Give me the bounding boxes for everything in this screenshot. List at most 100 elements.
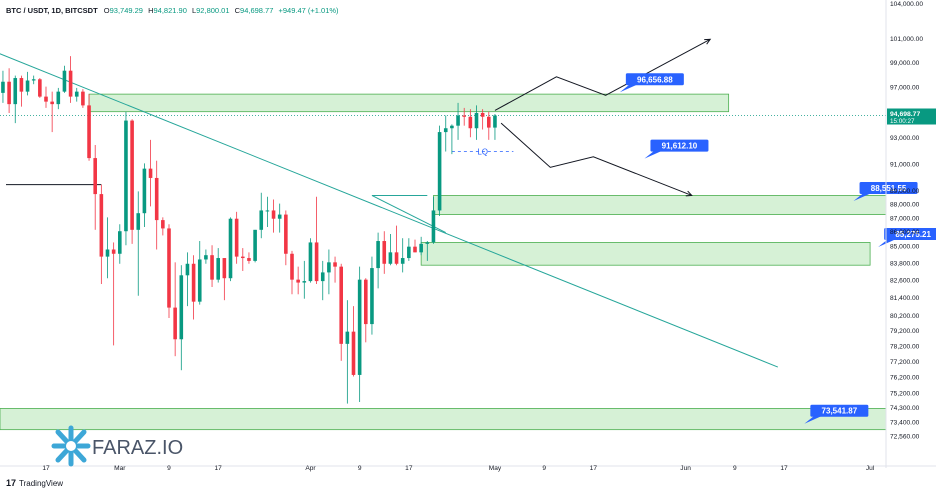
price-axis[interactable]: 104,000.00101,000.0099,000.0097,000.0095…: [885, 0, 936, 468]
candle-body: [185, 263, 190, 276]
candle: [333, 256, 337, 283]
candle-body: [179, 275, 184, 340]
tradingview-brand[interactable]: TradingView: [19, 479, 64, 488]
time-tick-label: May: [489, 465, 502, 472]
price-tick-label: 73,400.00: [890, 419, 920, 426]
candle: [81, 89, 85, 108]
candle-body: [87, 105, 91, 159]
candle-body: [31, 79, 36, 81]
candle: [216, 248, 220, 283]
price-tick-label: 93,000.00: [890, 135, 920, 142]
candle-body: [431, 210, 436, 243]
candle: [394, 225, 399, 266]
candle: [277, 203, 282, 233]
high-label: H: [148, 6, 154, 15]
candle: [407, 238, 411, 261]
candle: [111, 242, 116, 346]
candle: [31, 75, 36, 85]
low-label: L: [191, 6, 197, 15]
candle: [468, 109, 473, 138]
candle: [462, 107, 466, 126]
candle-body: [370, 268, 374, 325]
price-tick-label: 97,000.00: [890, 85, 920, 92]
demand-zone: [88, 93, 730, 113]
time-axis[interactable]: 17 Mar 9 17 Apr 9 17 May 9 17 Jun 9 17 Jul: [0, 465, 936, 472]
candle: [253, 229, 257, 263]
change-value: +949.47 (+1.01%): [278, 6, 339, 15]
price-callout-pointer: [804, 415, 823, 424]
time-tick-label: Jun: [680, 465, 691, 472]
candle: [25, 71, 30, 96]
candle-body: [290, 253, 294, 280]
candle: [443, 115, 448, 152]
candle: [290, 250, 294, 295]
price-callout-text: 88,551.55: [871, 184, 907, 193]
candle: [320, 260, 325, 301]
candle: [382, 231, 387, 274]
bullish-path: [494, 38, 711, 111]
time-tick-label: 9: [542, 465, 546, 472]
candle-body: [333, 262, 337, 267]
candle-body: [204, 255, 208, 260]
price-tick-label: 87,000.00: [890, 215, 920, 222]
candle-body: [345, 331, 350, 344]
candle: [179, 265, 184, 371]
tradingview-logo-icon: 17: [6, 478, 17, 488]
candle-body: [253, 229, 257, 261]
candle: [204, 249, 208, 264]
time-tick-label: 17: [405, 465, 413, 472]
candle: [13, 75, 18, 124]
candle: [284, 210, 288, 266]
price-tick-label: 86,000.00: [890, 229, 920, 236]
candle-body: [400, 258, 405, 264]
candle: [351, 306, 356, 377]
price-tick-label: 91,000.00: [890, 161, 920, 168]
candle: [419, 236, 423, 256]
price-tick-label: 82,600.00: [890, 278, 920, 285]
price-callout-box: [859, 182, 918, 195]
candle: [93, 145, 97, 230]
candle-body: [468, 116, 473, 129]
candle-body: [419, 243, 423, 253]
candle-body: [142, 168, 147, 214]
time-tick-label: Jul: [866, 465, 875, 472]
candle-body: [56, 91, 61, 105]
candle: [474, 105, 479, 140]
price-tick-label: 85,000.00: [890, 243, 920, 250]
candle: [62, 65, 67, 93]
time-tick-label: 17: [780, 465, 788, 472]
symbol-name[interactable]: BTC / USDT, 1D, BITCSDT: [6, 6, 98, 15]
price-tick-label: 88,000.00: [890, 202, 920, 209]
candle: [56, 87, 61, 110]
candle: [376, 232, 380, 289]
high-value: 94,821.90: [153, 6, 187, 15]
bullish-arrowhead: [704, 38, 712, 45]
candle-body: [68, 70, 73, 97]
bearish-arrowhead: [685, 190, 693, 197]
time-tick-label: 9: [167, 465, 171, 472]
candle: [197, 241, 202, 305]
price-callout: 96,656.88: [619, 73, 684, 93]
candles-layer: [1, 56, 497, 404]
candle-body: [99, 194, 104, 257]
candle-body: [81, 91, 85, 106]
candle: [450, 124, 454, 155]
candle-body: [210, 255, 214, 280]
candle: [327, 249, 331, 295]
price-callout-text: 73,541.87: [822, 407, 858, 416]
price-callout-pointer: [853, 193, 872, 202]
last-price-countdown: 15:00:27: [890, 118, 915, 125]
candle: [308, 238, 313, 283]
candle-body: [394, 252, 399, 264]
candle: [370, 256, 374, 335]
candle-body: [111, 249, 116, 254]
candle-body: [314, 242, 319, 282]
candle-body: [124, 120, 128, 232]
candle-body: [284, 214, 288, 254]
price-callout-pointer: [878, 239, 897, 248]
candle-body: [167, 228, 171, 308]
candle: [87, 94, 91, 161]
price-callout-pointer: [644, 150, 663, 159]
trendline: [0, 53, 779, 368]
